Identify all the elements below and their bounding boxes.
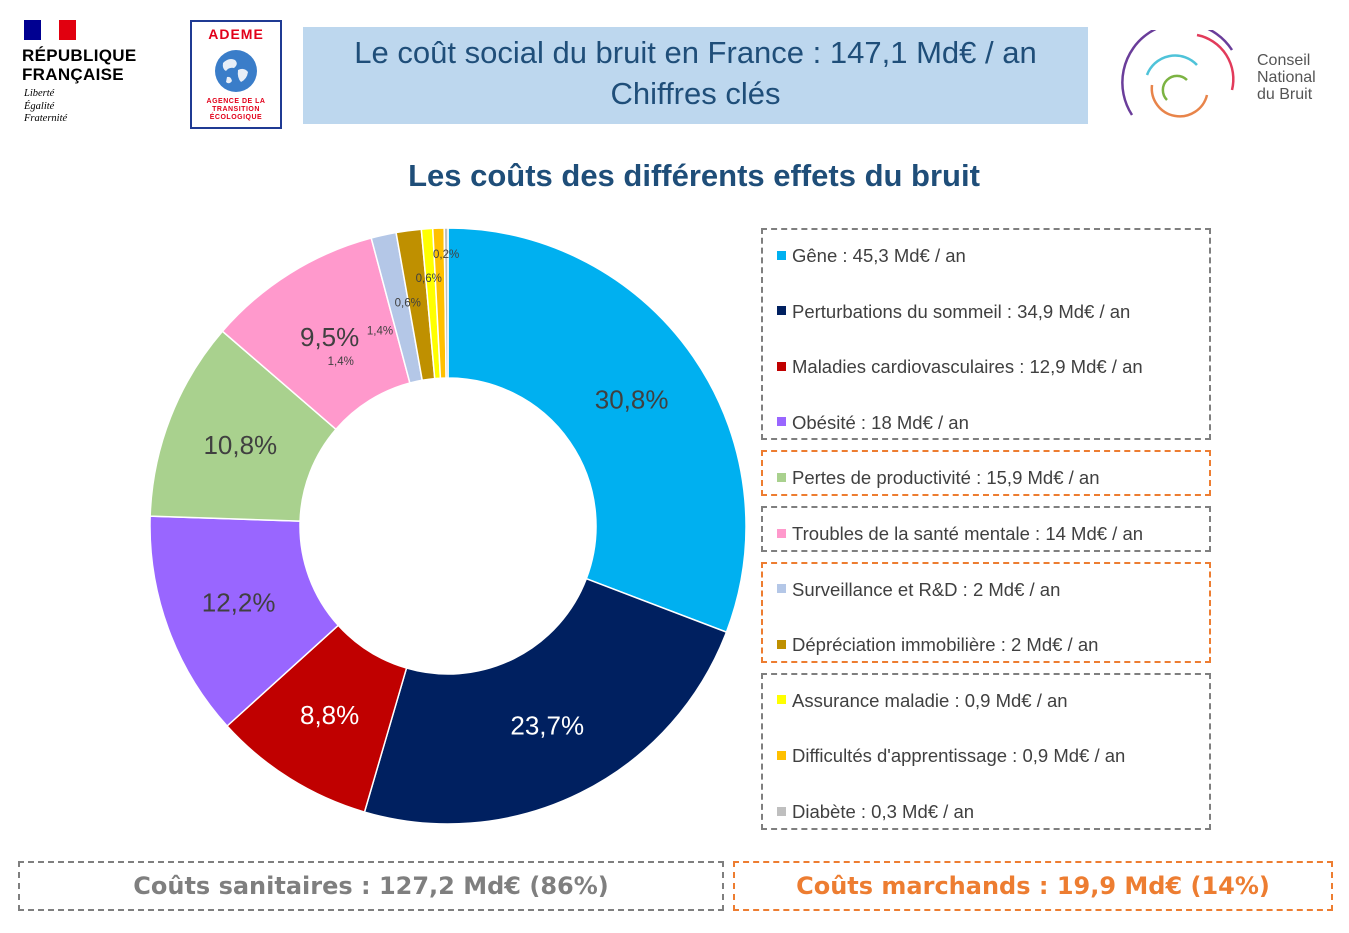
legend-item: Diabète : 0,3 Md€ / an — [777, 801, 974, 823]
ademe-logo: ADEME AGENCE DE LA TRANSITION ÉCOLOGIQUE — [190, 20, 282, 129]
legend-swatch — [777, 584, 786, 594]
globe-icon — [215, 50, 257, 92]
slice-label: 0,6% — [416, 273, 442, 285]
legend-group: Assurance maladie : 0,9 Md€ / an Difficul… — [761, 672, 1211, 830]
slice-label: 30,8% — [595, 384, 669, 414]
legend-item: Difficultés d'apprentissage : 0,9 Md€ / … — [777, 745, 1125, 767]
republique-francaise-logo: RÉPUBLIQUE FRANÇAISE Liberté Égalité Fra… — [22, 18, 172, 138]
legend-group: Surveillance et R&D : 2 Md€ / an Déprécia… — [761, 561, 1211, 663]
slice-label: 0,2% — [433, 249, 459, 261]
legend-label: Diabète : 0,3 Md€ / an — [792, 800, 975, 822]
donut-slice — [447, 227, 747, 634]
legend-item: Troubles de la santé mentale : 14 Md€ / … — [777, 523, 1143, 545]
slice-label: 1,4% — [367, 326, 393, 338]
legend-label: Dépréciation immobilière : 2 Md€ / an — [792, 634, 1099, 656]
legend-label: Difficultés d'apprentissage : 0,9 Md€ / … — [792, 745, 1126, 767]
slice-label: 9,5% — [300, 322, 359, 352]
legend-swatch — [777, 695, 786, 705]
legend-label: Surveillance et R&D : 2 Md€ / an — [792, 578, 1061, 600]
legend-item: Pertes de productivité : 15,9 Md€ / an — [777, 467, 1099, 489]
sound-waves-icon — [1121, 30, 1235, 118]
slice-label: 10,8% — [203, 430, 277, 460]
legend-item: Assurance maladie : 0,9 Md€ / an — [777, 690, 1068, 712]
legend-swatch — [777, 639, 786, 649]
chart-title: Les coûts des différents effets du bruit — [408, 158, 980, 193]
legend-swatch — [777, 250, 786, 260]
header-subtitle: Chiffres clés — [610, 76, 781, 111]
legend-item: Obésité : 18 Md€ / an — [777, 412, 969, 434]
legend-label: Assurance maladie : 0,9 Md€ / an — [792, 689, 1068, 711]
legend-swatch — [777, 806, 786, 816]
slice-label: 12,2% — [202, 588, 276, 618]
legend-label: Pertes de productivité : 15,9 Md€ / an — [792, 467, 1100, 489]
legend-item: Surveillance et R&D : 2 Md€ / an — [777, 579, 1060, 601]
donut-slice — [443, 227, 449, 379]
slice-label: 1,4% — [328, 356, 354, 368]
legend-swatch — [777, 528, 786, 538]
legend-label: Obésité : 18 Md€ / an — [792, 411, 969, 433]
republique-name: RÉPUBLIQUE FRANÇAISE — [22, 46, 137, 84]
slice-label: 23,7% — [510, 711, 584, 741]
legend-label: Perturbations du sommeil : 34,9 Md€ / an — [792, 300, 1131, 322]
summary-sanitaires: Coûts sanitaires : 127,2 Md€ (86%) — [18, 861, 724, 911]
legend-label: Maladies cardiovasculaires : 12,9 Md€ / … — [792, 356, 1143, 378]
legend-group: Gêne : 45,3 Md€ / an Perturbations du som… — [761, 228, 1211, 441]
legend-label: Troubles de la santé mentale : 14 Md€ / … — [792, 523, 1144, 544]
legend-item: Maladies cardiovasculaires : 12,9 Md€ / … — [777, 356, 1143, 378]
legend-label: Gêne : 45,3 Md€ / an — [792, 245, 966, 266]
legend-swatch — [777, 361, 786, 371]
republique-motto: Liberté Égalité Fraternité — [24, 88, 68, 124]
header-title-box: Le coût social du bruit en France : 147,… — [303, 27, 1088, 124]
donut-slice — [363, 577, 728, 825]
summary-marchands: Coûts marchands : 19,9 Md€ (14%) — [733, 861, 1333, 911]
conseil-national-du-bruit-logo: Conseil National du Bruit — [1112, 30, 1337, 130]
header-title: Le coût social du bruit en France : 147,… — [354, 35, 1037, 70]
ademe-name: ADEME — [208, 26, 264, 42]
ademe-subtitle: AGENCE DE LA TRANSITION ÉCOLOGIQUE — [206, 98, 266, 121]
slice-label: 8,8% — [300, 700, 359, 730]
legend-swatch — [777, 417, 786, 427]
legend-item: Dépréciation immobilière : 2 Md€ / an — [777, 634, 1098, 656]
legend-group: Troubles de la santé mentale : 14 Md€ / … — [761, 506, 1211, 552]
legend-item: Perturbations du sommeil : 34,9 Md€ / an — [777, 301, 1130, 323]
legend-group: Pertes de productivité : 15,9 Md€ / an — [761, 450, 1211, 496]
legend-swatch — [777, 751, 786, 760]
donut-slice — [149, 330, 338, 522]
french-flag-icon — [24, 20, 76, 40]
slice-label: 0,6% — [395, 298, 421, 310]
legend-swatch — [777, 306, 786, 316]
cnb-name: Conseil National du Bruit — [1257, 52, 1316, 103]
legend-item: Gêne : 45,3 Md€ / an — [777, 245, 966, 267]
legend-swatch — [777, 473, 786, 482]
